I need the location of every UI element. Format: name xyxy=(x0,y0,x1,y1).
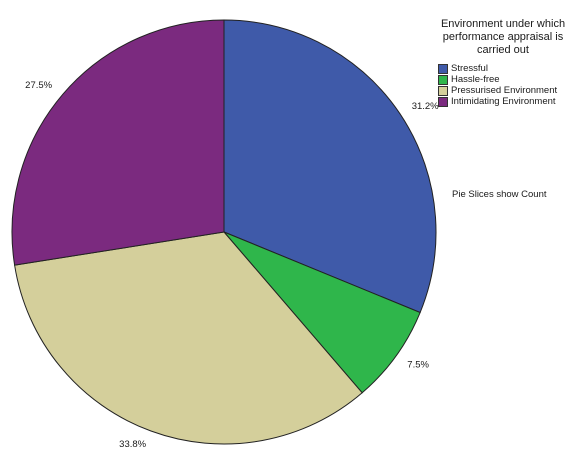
legend-item: Intimidating Environment xyxy=(438,96,576,107)
legend-swatch xyxy=(438,85,448,96)
pie-slice-label: 33.8% xyxy=(119,439,146,450)
pie-slice-stressful xyxy=(223,19,437,314)
legend-label: Pressurised Environment xyxy=(451,85,558,96)
legend: Environment under which performance appr… xyxy=(430,18,576,107)
legend-swatch xyxy=(438,96,448,107)
legend-label: Intimidating Environment xyxy=(451,96,556,107)
pie-slice-label: 31.2% xyxy=(412,101,439,112)
legend-item: Hassle-free xyxy=(438,74,576,85)
legend-item: Stressful xyxy=(438,63,576,74)
legend-swatch xyxy=(438,74,448,85)
legend-title: Environment under which performance appr… xyxy=(440,18,566,56)
legend-label: Hassle-free xyxy=(451,74,500,85)
legend-label: Stressful xyxy=(451,63,488,74)
pie-slice-pressurised-environment xyxy=(14,231,363,445)
pie-slice-hassle-free xyxy=(223,231,421,394)
pie-slice-label: 27.5% xyxy=(25,80,52,91)
pie-note: Pie Slices show Count xyxy=(452,189,547,200)
pie-slice-intimidating-environment xyxy=(11,19,225,266)
legend-item: Pressurised Environment xyxy=(438,85,576,96)
pie-slice-label: 7.5% xyxy=(407,359,429,370)
legend-items: Stressful Hassle-free Pressurised Environm… xyxy=(430,63,576,107)
legend-swatch xyxy=(438,63,448,74)
